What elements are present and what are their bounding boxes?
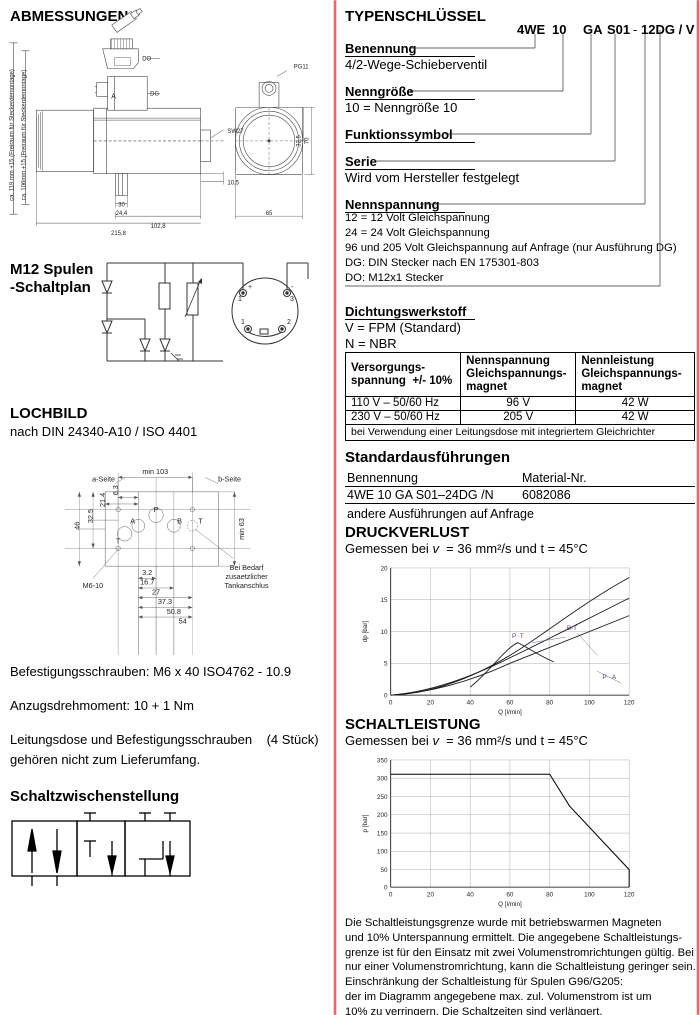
svg-text:0: 0 <box>389 700 393 707</box>
svg-text:min 103: min 103 <box>142 467 168 476</box>
svg-text:32.5: 32.5 <box>86 509 95 523</box>
svg-text:20: 20 <box>427 700 435 707</box>
svg-text:T: T <box>198 516 203 525</box>
svg-text:+: + <box>248 284 252 291</box>
svg-text:100: 100 <box>584 892 595 899</box>
svg-text:100: 100 <box>377 849 388 856</box>
svg-text:60: 60 <box>506 892 514 899</box>
svg-text:16.7: 16.7 <box>140 578 154 587</box>
svg-text:10: 10 <box>380 629 388 636</box>
svg-text:Tankanschlus: Tankanschlus <box>225 581 269 590</box>
svg-text:A: A <box>130 516 135 525</box>
svg-text:50: 50 <box>380 867 388 874</box>
svg-text:zusaetzlicher: zusaetzlicher <box>225 572 268 581</box>
svg-text:350: 350 <box>377 757 388 764</box>
svg-text:1: 1 <box>241 319 245 326</box>
svg-text:120: 120 <box>624 892 635 899</box>
svg-text:70: 70 <box>305 137 311 144</box>
svg-text:p [bar]: p [bar] <box>362 814 369 832</box>
svg-text:6.3: 6.3 <box>111 485 120 495</box>
svg-text:2: 2 <box>287 319 291 326</box>
svg-text:215,8: 215,8 <box>111 231 127 237</box>
svg-text:10,5: 10,5 <box>227 180 239 186</box>
svg-text:21.4: 21.4 <box>98 493 107 507</box>
svg-text:32,5: 32,5 <box>297 134 303 146</box>
svg-text:24,4: 24,4 <box>116 211 128 217</box>
svg-text:20: 20 <box>427 892 435 899</box>
svg-text:80: 80 <box>546 892 554 899</box>
svg-text:0: 0 <box>384 693 388 700</box>
svg-text:P: P <box>154 505 159 514</box>
svg-text:37.3: 37.3 <box>158 597 172 606</box>
svg-text:b-Seite: b-Seite <box>218 474 241 483</box>
svg-text:40: 40 <box>467 700 475 707</box>
svg-text:P · A: P · A <box>602 674 616 681</box>
svg-text:5: 5 <box>384 661 388 668</box>
svg-text:80: 80 <box>546 700 554 707</box>
svg-text:Q [l/min]: Q [l/min] <box>498 901 522 908</box>
svg-text:Q [l/min]: Q [l/min] <box>498 709 522 716</box>
svg-text:A: A <box>111 93 116 100</box>
svg-text:3.2: 3.2 <box>142 568 152 577</box>
svg-text:a-Seite: a-Seite <box>92 474 115 483</box>
svg-text:PG11: PG11 <box>294 65 309 71</box>
svg-text:150: 150 <box>377 830 388 837</box>
svg-text:1: 1 <box>238 296 242 303</box>
svg-text:3: 3 <box>290 296 294 303</box>
svg-text:0: 0 <box>384 885 388 892</box>
svg-text:30: 30 <box>118 202 125 208</box>
svg-text:60: 60 <box>506 700 514 707</box>
svg-text:ca. 106mm +15 (Freiraum für St: ca. 106mm +15 (Freiraum für Steckerdemon… <box>21 70 27 201</box>
svg-text:P ·T: P ·T <box>512 633 524 640</box>
svg-text:102,8: 102,8 <box>151 224 167 230</box>
svg-text:M6-10: M6-10 <box>83 581 104 590</box>
svg-text:B: B <box>177 516 182 525</box>
svg-text:B-T: B-T <box>567 625 577 632</box>
svg-text:250: 250 <box>377 794 388 801</box>
svg-text:120: 120 <box>624 700 635 707</box>
svg-text:27: 27 <box>152 587 160 596</box>
svg-text:15: 15 <box>380 597 388 604</box>
svg-text:DO: DO <box>142 57 151 63</box>
svg-text:54: 54 <box>179 617 187 626</box>
svg-text:DG: DG <box>150 91 159 97</box>
svg-text:20: 20 <box>380 565 388 572</box>
svg-text:dp [bar]: dp [bar] <box>362 621 369 643</box>
svg-text:100: 100 <box>584 700 595 707</box>
svg-text:50.8: 50.8 <box>167 607 181 616</box>
svg-text:min 63: min 63 <box>237 518 246 540</box>
svg-text:300: 300 <box>377 776 388 783</box>
svg-text:T: T <box>116 537 121 546</box>
svg-text:46: 46 <box>72 522 81 530</box>
svg-text:ca. 119 mm +15 (Freiraum für S: ca. 119 mm +15 (Freiraum für Steckerdemo… <box>10 69 16 201</box>
svg-text:Bei Bedarf: Bei Bedarf <box>230 563 265 572</box>
svg-text:200: 200 <box>377 812 388 819</box>
svg-text:40: 40 <box>467 892 475 899</box>
svg-text:-: - <box>291 284 294 291</box>
svg-text:0: 0 <box>389 892 393 899</box>
